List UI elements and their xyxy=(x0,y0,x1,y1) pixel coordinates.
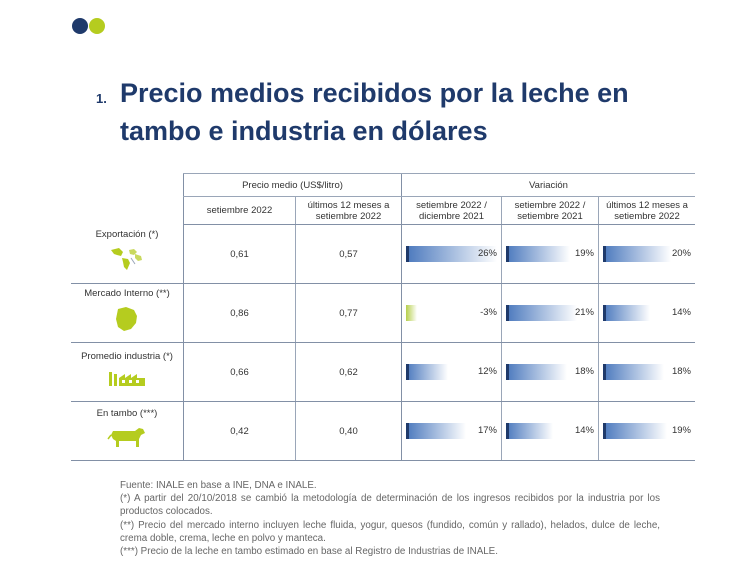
table-row: En tambo (***) 0,42 0,40 17% 14% 19% xyxy=(71,401,695,461)
row-label: Exportación (*) xyxy=(95,229,159,241)
variation-bar xyxy=(506,246,571,262)
bar-axis xyxy=(506,305,509,321)
subheader-sep2022: setiembre 2022 xyxy=(183,196,296,225)
value-sep2022: 0,66 xyxy=(183,342,296,402)
variation-cell: 20% xyxy=(598,224,695,284)
bar-axis xyxy=(406,423,409,439)
corner-cell-2 xyxy=(71,197,184,225)
variation-bar xyxy=(506,364,567,380)
variation-bar xyxy=(406,423,466,439)
variation-cell: 19% xyxy=(598,401,695,461)
bar-axis xyxy=(506,364,509,380)
value-sep2022: 0,42 xyxy=(183,401,296,461)
row-label-cell: Promedio industria (*) xyxy=(71,342,184,402)
corner-cell xyxy=(71,174,184,197)
table-row: Exportación (*) 0,61 0,57 26% 19% 20% xyxy=(71,224,695,284)
variation-cell: 26% xyxy=(401,224,502,284)
value-ult12: 0,77 xyxy=(295,283,402,343)
table-row: Mercado Interno (**) 0,86 0,77 -3% 21% 1… xyxy=(71,283,695,343)
bar-axis xyxy=(603,423,606,439)
variation-bar xyxy=(506,423,554,439)
source-note: Fuente: INALE en base a INE, DNA e INALE… xyxy=(120,480,317,491)
variation-label: -3% xyxy=(480,307,497,318)
variation-bar xyxy=(603,246,671,262)
title-number: 1. xyxy=(96,91,107,106)
table-row: Promedio industria (*) 0,66 0,62 12% 18%… xyxy=(71,342,695,402)
footnote-1: (*) A partir del 20/10/2018 se cambió la… xyxy=(120,493,660,518)
variation-bar xyxy=(406,305,417,321)
factory-icon xyxy=(109,371,145,386)
title-text: Precio medios recibidos por la leche en … xyxy=(120,78,629,146)
variation-label: 14% xyxy=(574,425,594,436)
bar-axis xyxy=(406,246,409,262)
row-label: En tambo (***) xyxy=(96,407,158,419)
cow-icon xyxy=(107,427,145,447)
lime-dot-icon xyxy=(89,18,105,34)
variation-bar xyxy=(406,246,497,262)
variation-label: 14% xyxy=(671,307,691,318)
row-label: Promedio industria (*) xyxy=(81,350,173,362)
variation-label: 18% xyxy=(574,366,594,377)
row-label-cell: En tambo (***) xyxy=(71,401,184,461)
variation-label: 17% xyxy=(477,425,497,436)
bar-axis xyxy=(506,246,509,262)
bar-axis xyxy=(506,423,509,439)
row-label: Mercado Interno (**) xyxy=(84,287,170,299)
variation-label: 18% xyxy=(671,366,691,377)
footnotes: Fuente: INALE en base a INE, DNA e INALE… xyxy=(120,479,660,558)
navy-dot-icon xyxy=(72,18,88,34)
variation-label: 12% xyxy=(477,366,497,377)
footnote-2: (**) Precio del mercado interno incluyen… xyxy=(120,519,660,544)
value-ult12: 0,57 xyxy=(295,224,402,284)
bar-axis xyxy=(603,364,606,380)
variation-bar xyxy=(506,305,578,321)
header-precio: Precio medio (US$/litro) xyxy=(183,173,402,197)
page-title: 1. Precio medios recibidos por la leche … xyxy=(96,74,680,150)
variation-cell: 12% xyxy=(401,342,502,402)
variation-label: 21% xyxy=(574,307,594,318)
row-label-cell: Exportación (*) xyxy=(71,224,184,284)
variation-cell: 17% xyxy=(401,401,502,461)
price-table: Precio medio (US$/litro) Variación setie… xyxy=(71,173,695,461)
variation-cell: -3% xyxy=(401,283,502,343)
world-map-icon xyxy=(111,248,142,271)
footnote-3: (***) Precio de la leche en tambo estima… xyxy=(120,546,498,558)
row-label-cell: Mercado Interno (**) xyxy=(71,283,184,343)
bar-axis xyxy=(406,364,409,380)
variation-bar xyxy=(603,364,664,380)
variation-bar xyxy=(603,423,668,439)
variation-cell: 19% xyxy=(501,224,599,284)
uruguay-map-icon xyxy=(116,306,137,331)
subheader-var-ult12: últimos 12 meses a setiembre 2022 xyxy=(598,196,695,225)
variation-cell: 14% xyxy=(501,401,599,461)
subheader-var-sep-dic: setiembre 2022 / diciembre 2021 xyxy=(401,196,502,225)
value-ult12: 0,40 xyxy=(295,401,402,461)
value-ult12: 0,62 xyxy=(295,342,402,402)
subheader-ult12: últimos 12 meses a setiembre 2022 xyxy=(295,196,402,225)
variation-cell: 18% xyxy=(501,342,599,402)
bar-axis xyxy=(603,305,606,321)
value-sep2022: 0,61 xyxy=(183,224,296,284)
variation-bar xyxy=(603,305,651,321)
variation-cell: 18% xyxy=(598,342,695,402)
header-variacion: Variación xyxy=(401,173,695,197)
bar-axis xyxy=(603,246,606,262)
value-sep2022: 0,86 xyxy=(183,283,296,343)
variation-label: 19% xyxy=(574,248,594,259)
variation-label: 20% xyxy=(671,248,691,259)
variation-cell: 21% xyxy=(501,283,599,343)
variation-label: 26% xyxy=(477,248,497,259)
variation-label: 19% xyxy=(671,425,691,436)
variation-cell: 14% xyxy=(598,283,695,343)
subheader-var-sep-sep: setiembre 2022 / setiembre 2021 xyxy=(501,196,599,225)
variation-bar xyxy=(406,364,448,380)
